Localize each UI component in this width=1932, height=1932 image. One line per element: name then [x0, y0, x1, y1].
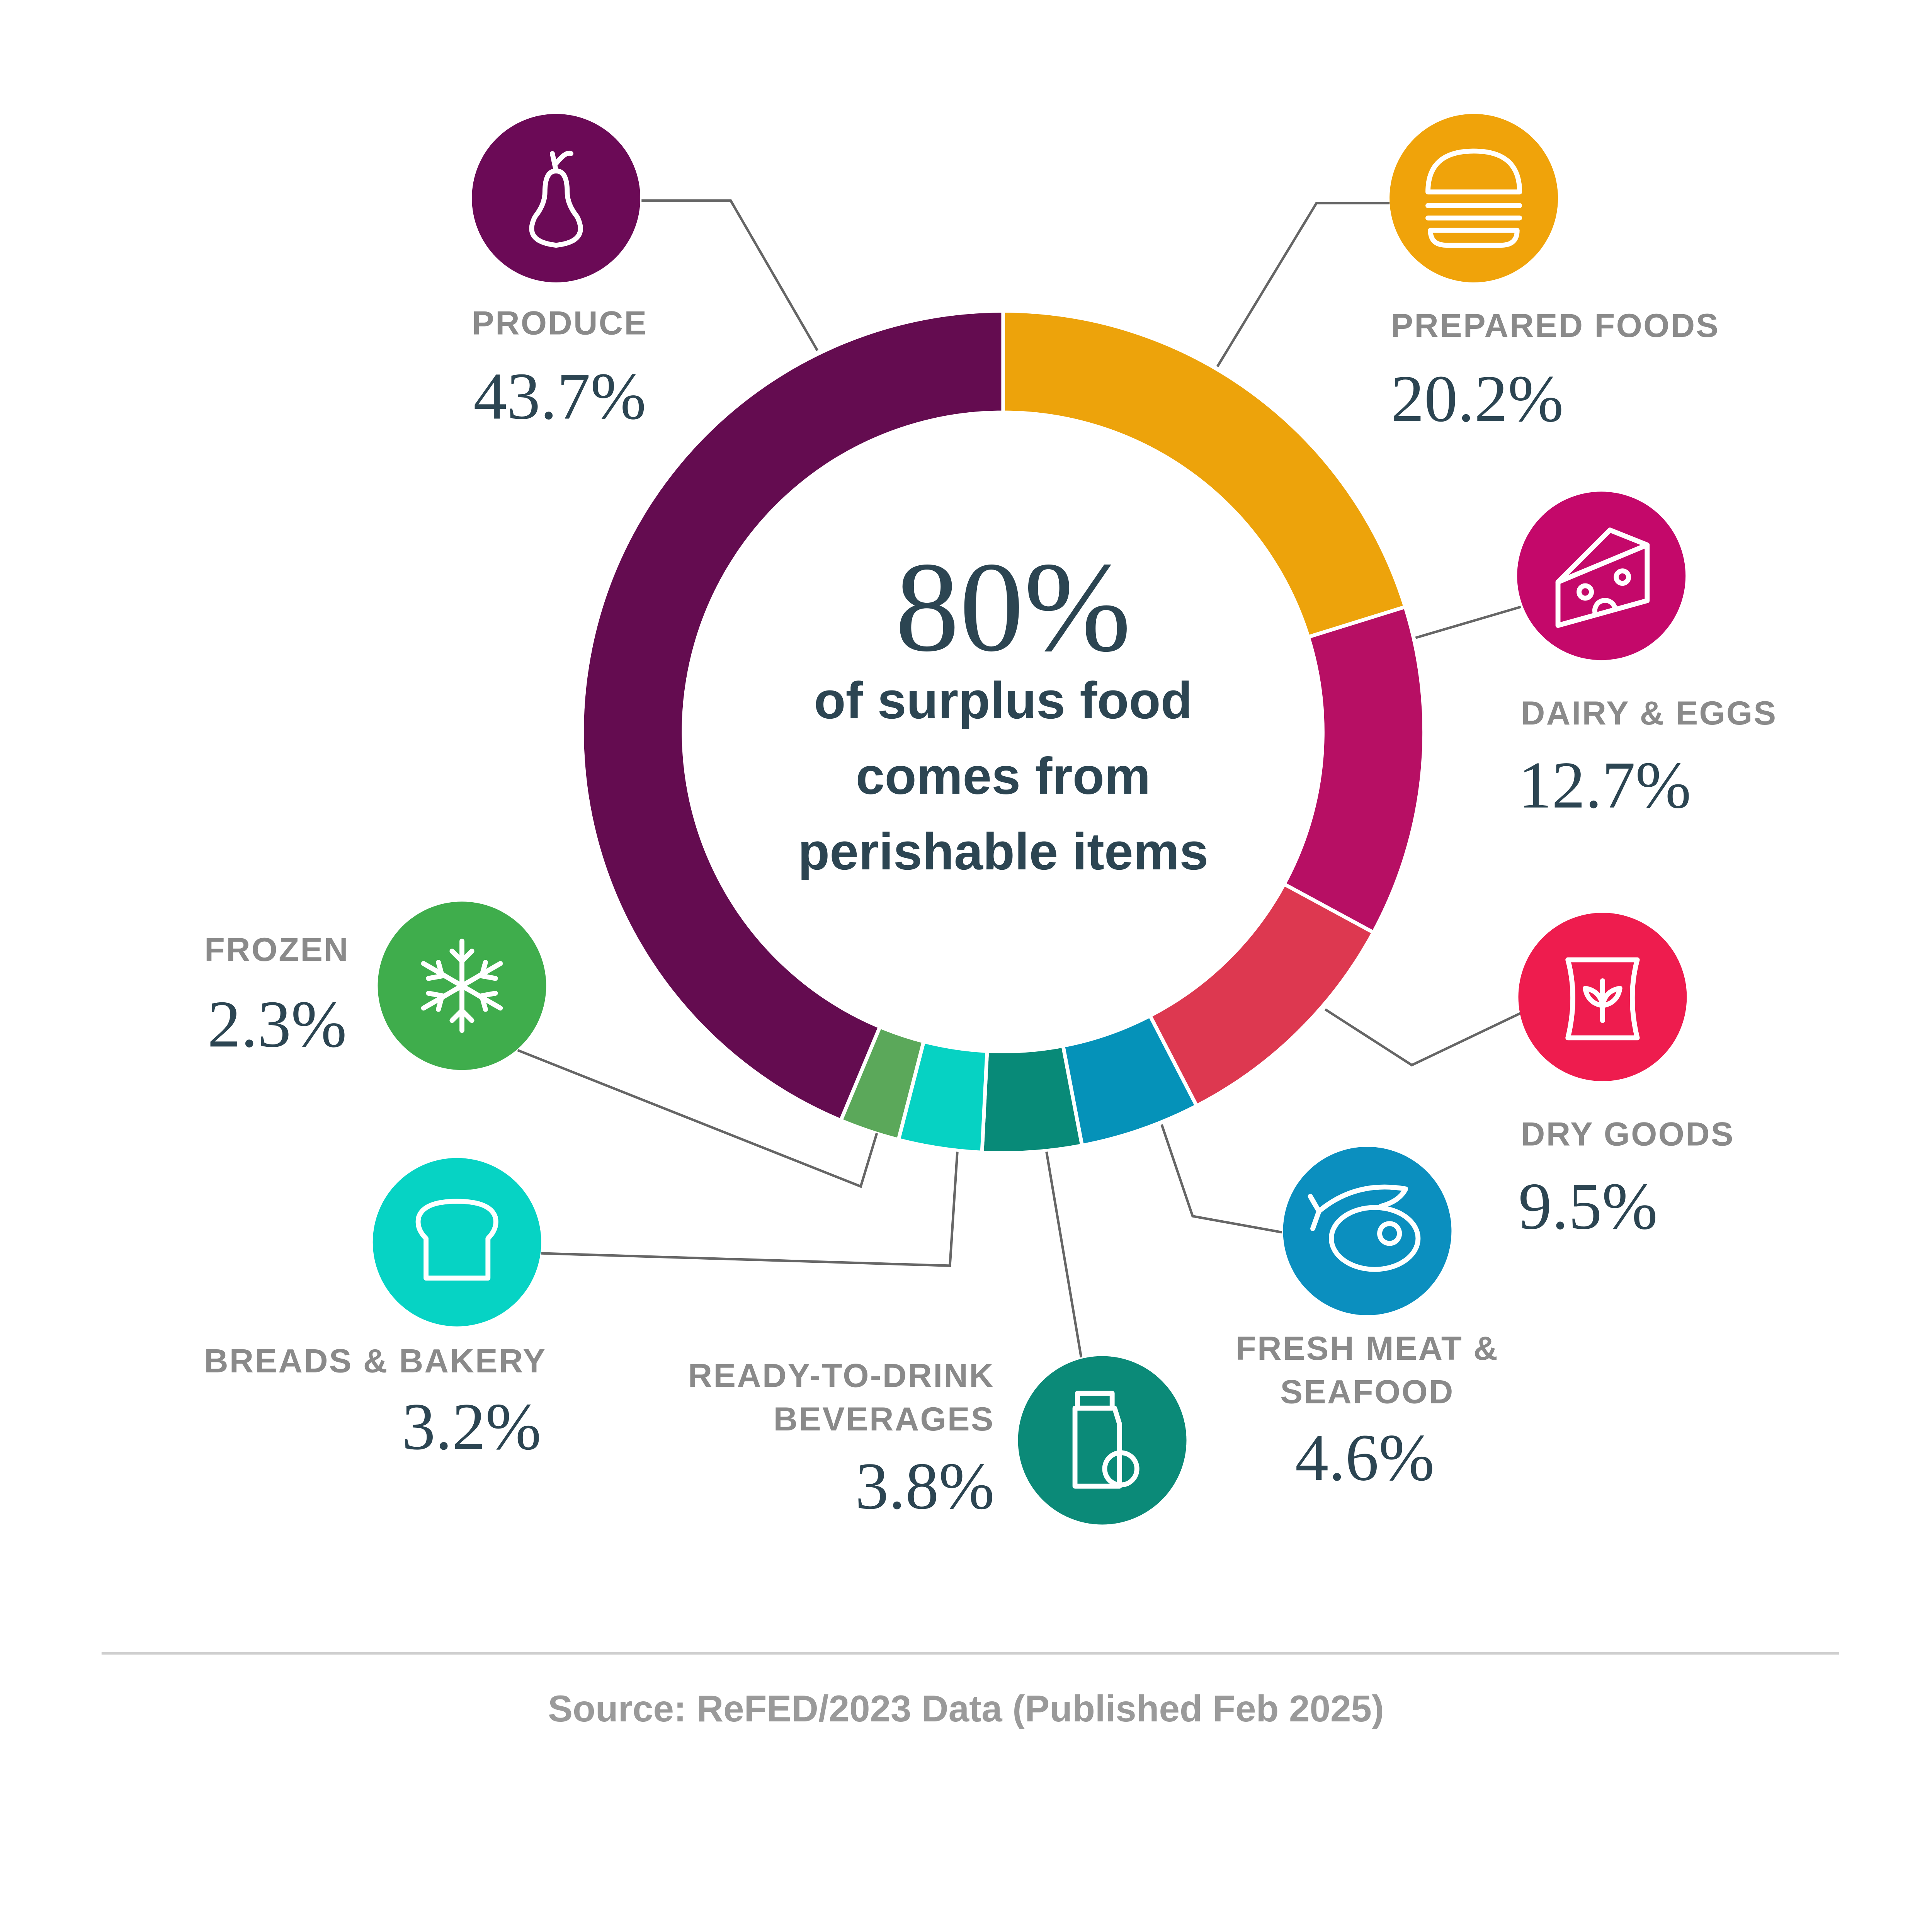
- slice-label: BREADS & BAKERY: [204, 1342, 546, 1379]
- source-note: Source: ReFED/2023 Data (Published Feb 2…: [548, 1688, 1384, 1730]
- label-frozen: FROZEN 2.3%: [204, 931, 349, 1061]
- icon-circle: [472, 114, 641, 282]
- leader-prepared: [1216, 202, 1390, 367]
- label-dairy-eggs: DAIRY & EGGS 12.7%: [1518, 695, 1777, 822]
- icon-circle: [1018, 1356, 1187, 1525]
- donut-segment-ready-to-drink-beverages: [980, 1043, 1084, 1155]
- leader-breads: [541, 1151, 959, 1267]
- leader-fresh: [1160, 1124, 1282, 1234]
- slice-label: DAIRY & EGGS: [1521, 695, 1777, 732]
- slice-value: 4.6%: [1295, 1421, 1435, 1495]
- pear-icon: [529, 151, 583, 248]
- center-callout: 80% of surplus food comes from perishabl…: [798, 536, 1208, 881]
- produce-badge: [472, 114, 641, 282]
- slice-label: READY-TO-DRINK: [688, 1357, 995, 1395]
- leader-frozen: [517, 1049, 878, 1188]
- slice-label: BEVERAGES: [774, 1401, 995, 1438]
- center-line-1: of surplus food: [814, 671, 1192, 730]
- prepared-foods-badge: [1389, 114, 1558, 282]
- icon-circle: [372, 1158, 541, 1327]
- donut-segment-prepared-foods: [1001, 309, 1408, 639]
- slice-label: FRESH MEAT &: [1236, 1330, 1499, 1367]
- burger-icon: [1425, 148, 1522, 248]
- leader-lines: [517, 199, 1522, 1358]
- label-fresh-meat-seafood: FRESH MEAT & SEAFOOD 4.6%: [1236, 1330, 1499, 1495]
- label-produce: PRODUCE 43.7%: [472, 304, 648, 433]
- label-prepared-foods: PREPARED FOODS 20.2%: [1391, 307, 1719, 436]
- center-line-3: perishable items: [798, 822, 1208, 881]
- leader-dry: [1324, 1008, 1522, 1067]
- slice-label: PREPARED FOODS: [1391, 307, 1719, 344]
- leader-produce: [641, 199, 819, 351]
- slice-value: 20.2%: [1391, 362, 1563, 436]
- slice-value: 3.2%: [402, 1390, 541, 1464]
- dry-goods-badge: [1518, 913, 1687, 1082]
- icon-circle: [1283, 1146, 1452, 1315]
- label-breads-bakery: BREADS & BAKERY 3.2%: [204, 1342, 546, 1464]
- donut-segment-produce: [580, 309, 1005, 1123]
- dairy-eggs-badge: [1517, 492, 1686, 660]
- slice-label: PRODUCE: [472, 304, 648, 342]
- slice-label: DRY GOODS: [1521, 1116, 1735, 1153]
- grain-bag-icon: [1565, 957, 1640, 1041]
- slice-value: 2.3%: [207, 987, 347, 1061]
- slice-value: 12.7%: [1518, 748, 1691, 822]
- donut-segment-dairy-eggs: [1281, 604, 1426, 935]
- slice-value: 9.5%: [1518, 1169, 1658, 1243]
- donut-chart: PREPARED FOODS 20.2% DAIRY & EGGS 12.7% …: [101, 114, 1839, 1730]
- center-value: 80%: [895, 536, 1131, 679]
- center-line-2: comes from: [856, 747, 1151, 805]
- bread-icon: [415, 1199, 498, 1281]
- breads-bakery-badge: [372, 1158, 541, 1327]
- icon-circle: [1517, 492, 1686, 660]
- cheese-icon: [1555, 527, 1650, 628]
- beverages-badge: [1018, 1356, 1187, 1525]
- drink-carton-icon: [1072, 1391, 1139, 1489]
- fresh-meat-seafood-badge: [1283, 1146, 1452, 1315]
- icon-circle: [1389, 114, 1558, 282]
- donut-segments: [580, 309, 1426, 1155]
- fish-steak-icon: [1308, 1184, 1421, 1272]
- leader-dairy: [1415, 605, 1521, 639]
- snowflake-icon: [421, 939, 503, 1033]
- slice-label: SEAFOOD: [1280, 1373, 1454, 1410]
- slice-value: 43.7%: [473, 359, 646, 433]
- label-dry-goods: DRY GOODS 9.5%: [1518, 1116, 1735, 1243]
- slice-label: FROZEN: [204, 931, 349, 968]
- donut-segment-dry-goods: [1147, 881, 1376, 1109]
- label-beverages: READY-TO-DRINK BEVERAGES 3.8%: [688, 1357, 995, 1523]
- frozen-badge: [378, 901, 546, 1070]
- leader-beverages: [1045, 1151, 1083, 1358]
- slice-value: 3.8%: [855, 1449, 995, 1523]
